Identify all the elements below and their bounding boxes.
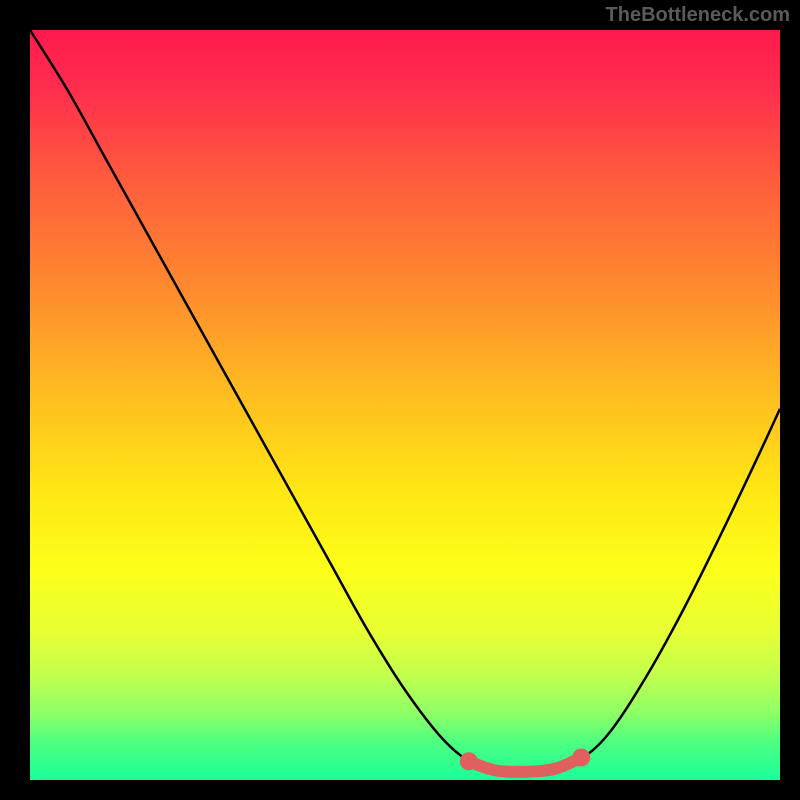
watermark-text: TheBottleneck.com (606, 4, 790, 27)
chart-container: { "watermark": { "text": "TheBottleneck.… (0, 0, 800, 800)
bottleneck-chart-svg (0, 0, 800, 800)
optimal-range-end-dot (572, 749, 590, 767)
optimal-range-start-dot (460, 752, 478, 770)
chart-plot-background (30, 30, 780, 780)
